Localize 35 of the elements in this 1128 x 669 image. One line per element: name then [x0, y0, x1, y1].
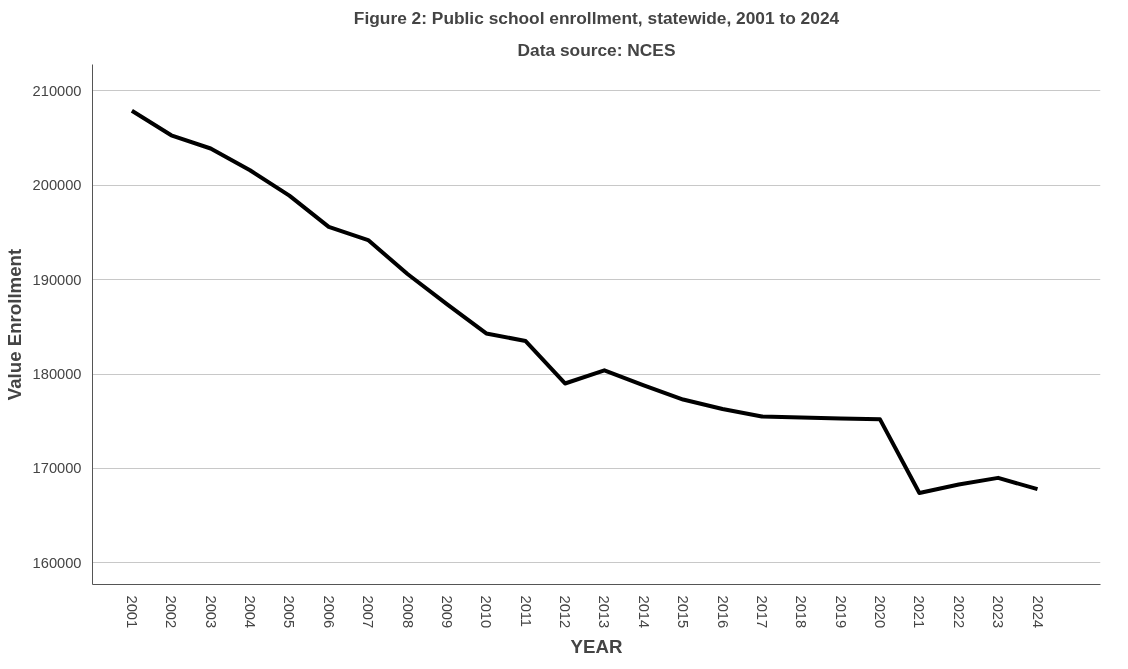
x-tick-label: 2005 — [281, 595, 298, 629]
chart-subtitle: Data source: NCES — [517, 39, 676, 60]
chart-title: Figure 2: Public school enrollment, statewide, 2001 to 2024 — [353, 7, 840, 28]
x-tick-label: 2004 — [242, 595, 258, 629]
y-tick-label: 170000 — [32, 460, 82, 477]
x-axis-title: YEAR — [570, 636, 623, 658]
y-tick-label: 160000 — [32, 554, 82, 571]
y-tick-label: 210000 — [32, 82, 82, 99]
x-tick-label: 2001 — [123, 595, 140, 629]
x-tick-label: 2014 — [635, 595, 652, 629]
x-tick-label: 2017 — [753, 595, 770, 629]
x-tick-label: 2021 — [911, 595, 928, 629]
x-tick-label: 2012 — [557, 595, 573, 629]
x-tick-label: 2011 — [517, 595, 534, 628]
x-tick-label: 2010 — [478, 595, 495, 629]
x-tick-label: 2015 — [675, 595, 692, 629]
x-tick-label: 2016 — [714, 595, 731, 629]
x-tick-label: 2024 — [1029, 595, 1046, 629]
x-tick-label: 2002 — [163, 595, 180, 629]
x-tick-label: 2008 — [399, 595, 416, 629]
x-tick-label: 2007 — [360, 595, 377, 629]
x-tick-label: 2018 — [793, 595, 810, 629]
x-tick-label: 2022 — [950, 595, 967, 629]
line-series — [129, 108, 1040, 495]
y-tick-label: 180000 — [32, 366, 82, 383]
y-tick-label: 200000 — [32, 177, 82, 194]
x-tick-label: 2023 — [990, 595, 1007, 629]
x-tick-label: 2019 — [832, 595, 849, 629]
y-axis-title: Value Enrollment — [3, 248, 25, 401]
x-tick-label: 2020 — [872, 595, 888, 629]
x-tick-label: 2003 — [202, 595, 219, 629]
x-tick-label: 2006 — [320, 595, 337, 629]
x-tick-label: 2009 — [438, 595, 455, 629]
y-tick-label: 190000 — [32, 271, 82, 288]
x-tick-label: 2013 — [596, 595, 613, 629]
